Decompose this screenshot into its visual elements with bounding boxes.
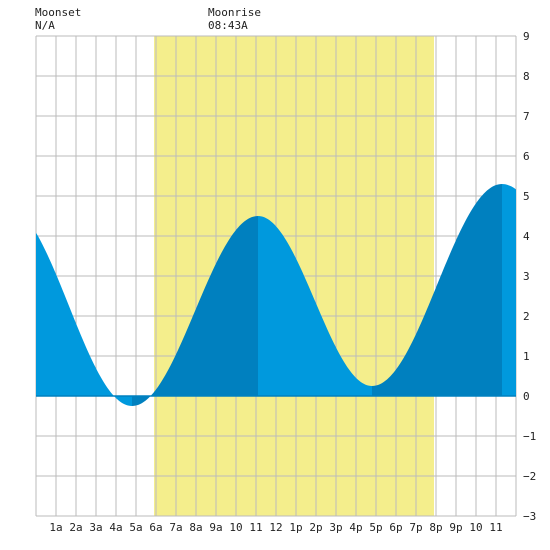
y-tick-label: 8 — [523, 70, 530, 83]
moonset-info: Moonset N/A — [35, 6, 81, 32]
x-tick-label: 9a — [209, 521, 222, 534]
x-tick-label: 3p — [329, 521, 342, 534]
x-tick-label: 3a — [89, 521, 102, 534]
tide-rising-segment — [132, 216, 258, 406]
y-tick-label: −3 — [523, 510, 536, 523]
moonrise-time: 08:43A — [208, 19, 248, 32]
y-tick-label: 2 — [523, 310, 530, 323]
x-tick-label: 11 — [489, 521, 502, 534]
x-tick-label: 9p — [449, 521, 462, 534]
x-tick-label: 11 — [249, 521, 262, 534]
tide-falling-segment — [36, 232, 132, 406]
y-tick-label: −2 — [523, 470, 536, 483]
x-tick-label: 2a — [69, 521, 82, 534]
moonrise-info: Moonrise 08:43A — [208, 6, 261, 32]
x-tick-label: 1p — [289, 521, 302, 534]
y-tick-label: 0 — [523, 390, 530, 403]
x-tick-label: 8p — [429, 521, 442, 534]
y-tick-label: 9 — [523, 30, 530, 43]
x-tick-label: 10 — [229, 521, 242, 534]
tide-rising-segment — [372, 184, 502, 396]
y-tick-label: −1 — [523, 430, 536, 443]
x-tick-label: 5a — [129, 521, 142, 534]
tide-falling-segment — [502, 184, 516, 396]
y-tick-label: 1 — [523, 350, 530, 363]
x-tick-label: 6p — [389, 521, 402, 534]
y-axis-labels: −3 −2 −1 0 1 2 3 4 5 6 7 8 9 — [523, 30, 536, 523]
x-tick-label: 1a — [49, 521, 62, 534]
moonset-time: N/A — [35, 19, 55, 32]
y-tick-label: 4 — [523, 230, 530, 243]
x-tick-label: 6a — [149, 521, 162, 534]
y-tick-label: 5 — [523, 190, 530, 203]
moonset-label: Moonset — [35, 6, 82, 19]
tide-area — [36, 184, 516, 406]
moonrise-label: Moonrise — [208, 6, 261, 19]
x-tick-label: 7a — [169, 521, 182, 534]
y-tick-label: 3 — [523, 270, 530, 283]
x-axis-labels: 1a 2a 3a 4a 5a 6a 7a 8a 9a 10 11 12 1p 2p 3p 4p 5p 6p 7p 8p… — [49, 521, 502, 534]
x-tick-label: 10 — [469, 521, 482, 534]
x-tick-label: 8a — [189, 521, 202, 534]
x-tick-label: 2p — [309, 521, 322, 534]
x-tick-label: 4a — [109, 521, 122, 534]
y-tick-label: 7 — [523, 110, 530, 123]
x-tick-label: 5p — [369, 521, 382, 534]
x-tick-label: 12 — [269, 521, 282, 534]
x-tick-label: 4p — [349, 521, 362, 534]
tide-falling-segment — [258, 216, 372, 396]
x-tick-label: 7p — [409, 521, 422, 534]
y-tick-label: 6 — [523, 150, 530, 163]
